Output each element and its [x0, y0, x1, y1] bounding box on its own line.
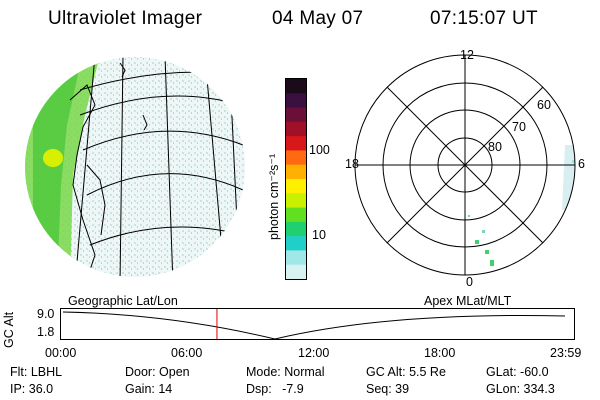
- date-label: 04 May 07: [272, 8, 364, 29]
- colorbar: [285, 78, 307, 280]
- orbit-y-tick-top: 9.0: [37, 307, 55, 321]
- orbit-plot: [60, 308, 575, 340]
- lat-label-60: 60: [537, 98, 551, 112]
- status-glat: GLat: -60.0: [486, 365, 549, 379]
- colorbar-band: [286, 193, 306, 209]
- lat-label-80: 80: [488, 140, 502, 154]
- colorbar-band: [286, 236, 306, 251]
- instrument-title: Ultraviolet Imager: [48, 8, 203, 29]
- colorbar-band: [286, 150, 306, 166]
- status-ip: IP: 36.0: [10, 382, 54, 396]
- colorbar-band: [286, 264, 306, 280]
- status-gc-alt: GC Alt: 5.5 Re: [366, 365, 446, 379]
- time-label: 07:15:07 UT: [430, 8, 538, 29]
- colorbar-band: [286, 179, 306, 194]
- colorbar-band: [286, 107, 306, 123]
- mlt-label-0: 0: [466, 275, 473, 289]
- polar-plot: [354, 54, 576, 276]
- colorbar-band: [286, 207, 306, 223]
- colorbar-band: [286, 136, 306, 151]
- colorbar-band: [286, 250, 306, 266]
- orbit-y-axis-label: GC Alt: [2, 311, 16, 348]
- orbit-x-tick-0: 00:00: [45, 346, 77, 360]
- orbit-x-tick-4: 23:59: [550, 346, 582, 360]
- status-filter: Flt: LBHL: [10, 365, 63, 379]
- orbit-x-tick-2: 12:00: [298, 346, 330, 360]
- mlt-label-12: 12: [460, 48, 474, 62]
- orbit-left-title: Geographic Lat/Lon: [68, 294, 178, 308]
- orbit-plot-svg: [60, 308, 575, 340]
- orbit-right-title: Apex MLat/MLT: [424, 294, 512, 308]
- status-glon: GLon: 334.3: [486, 382, 555, 396]
- mlt-label-6: 6: [578, 157, 585, 171]
- colorbar-band: [286, 121, 306, 137]
- colorbar-tick-10: 10: [312, 228, 326, 242]
- mlt-label-18: 18: [345, 157, 359, 171]
- status-mode: Mode: Normal: [246, 365, 325, 379]
- colorbar-band: [286, 79, 306, 94]
- colorbar-unit-label: photon cm⁻²s⁻¹: [267, 153, 281, 240]
- colorbar-gradient: [285, 78, 307, 280]
- orbit-x-tick-3: 18:00: [424, 346, 456, 360]
- polar-plot-panel: [340, 50, 590, 290]
- orbit-x-tick-1: 06:00: [171, 346, 203, 360]
- status-dsp: Dsp: -7.9: [246, 382, 304, 396]
- colorbar-band: [286, 164, 306, 180]
- colorbar-band: [286, 221, 306, 237]
- lat-label-70: 70: [512, 120, 526, 134]
- colorbar-band: [286, 93, 306, 109]
- colorbar-tick-100: 100: [309, 143, 330, 157]
- orbit-y-tick-bottom: 1.8: [37, 325, 55, 339]
- status-door: Door: Open: [125, 365, 190, 379]
- geographic-image-panel: [25, 55, 245, 285]
- geographic-image: [25, 57, 245, 277]
- status-seq: Seq: 39: [366, 382, 410, 396]
- colorbar-frame: [285, 78, 307, 280]
- status-gain: Gain: 14: [125, 382, 173, 396]
